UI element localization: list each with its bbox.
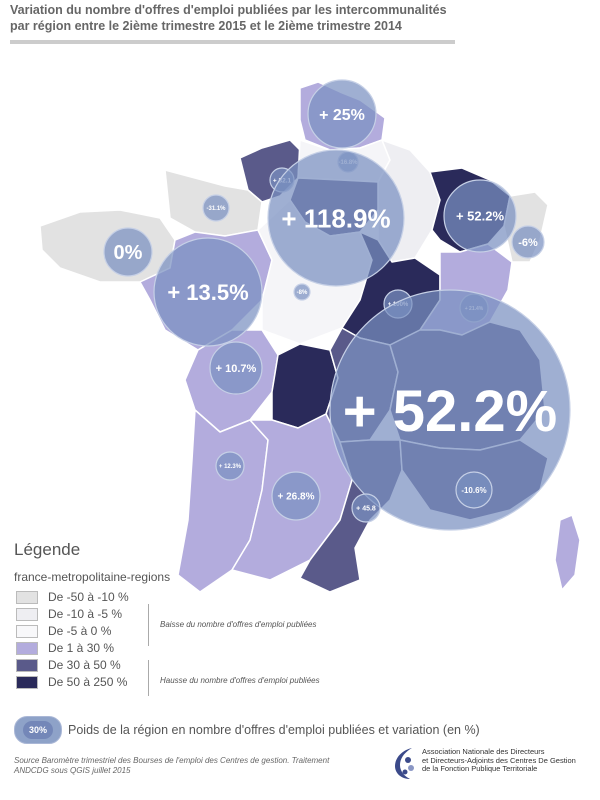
legend-class-3: De -5 à 0 %	[16, 624, 111, 638]
bubble-label-6: + 52.2%	[456, 209, 505, 224]
map-title-line-2: par région entre le 2ième trimestre 2015…	[10, 19, 402, 33]
legend-title: Légende	[14, 540, 81, 559]
legend-class-4: De 1 à 30 %	[16, 641, 114, 655]
bubble-label-1: + 25%	[319, 107, 365, 124]
legend-note-decrease: Baisse du nombre d'offres d'emploi publi…	[160, 620, 317, 629]
andcdg-logo: Association Nationale des Directeurs et …	[392, 744, 592, 784]
bubble-13	[209, 341, 263, 395]
bubble-label-8: 0%	[114, 242, 143, 264]
source-note: Source Baromètre trimestriel des Bourses…	[14, 756, 344, 776]
legend-label-2: De -10 à -5 %	[48, 607, 123, 621]
bubble-5	[267, 149, 405, 287]
legend-swatch-5	[16, 658, 38, 672]
bubble-label-18: -10.6%	[461, 486, 486, 495]
bubble-legend-caption: Poids de la région en nombre d'offres d'…	[68, 723, 480, 737]
legend-swatch-1	[16, 590, 38, 604]
legend-swatch-6	[16, 675, 38, 689]
legend-swatch-2	[16, 607, 38, 621]
legend-label-6: De 50 à 250 %	[48, 675, 128, 689]
legend-layer-name: france-metropolitaine-regions	[14, 570, 171, 584]
bubble-label-14: + 52.2%	[343, 379, 557, 444]
bubble-label-13: + 10.7%	[216, 363, 257, 375]
legend-swatch-4	[16, 641, 38, 655]
bubble-9	[153, 237, 263, 347]
bubble-label-17: + 45.8	[356, 506, 376, 513]
legend-bracket-decrease	[148, 604, 149, 646]
legend-label-5: De 30 à 50 %	[48, 658, 121, 672]
map-title-line-1: Variation du nombre d'offres d'emploi pu…	[10, 3, 447, 17]
bubble-8	[103, 227, 153, 277]
bubble-7	[511, 225, 545, 259]
legend-bracket-increase	[148, 660, 149, 696]
andcdg-logo-mark	[395, 748, 414, 779]
source-line-1: Source Baromètre trimestriel des Bourses…	[14, 756, 330, 765]
bubble-label-15: + 12.3%	[219, 464, 242, 470]
legend-note-increase: Hausse du nombre d'offres d'emploi publi…	[160, 676, 320, 685]
bubble-layer: + 25%-16.8%+ 32.1-31.1%+ 118.9%+ 52.2%-6…	[103, 79, 571, 531]
bubble-label-4: -31.1%	[206, 206, 226, 212]
bubble-legend: 30% Poids de la région en nombre d'offre…	[14, 716, 480, 744]
bubble-legend-sample: 30%	[23, 721, 53, 739]
bubble-label-9: + 13.5%	[167, 280, 248, 305]
legend-class-1: De -50 à -10 %	[16, 590, 129, 604]
bubble-10	[293, 283, 311, 301]
title-underline	[10, 40, 455, 44]
legend-class-6: De 50 à 250 %	[16, 675, 127, 689]
bubble-17	[351, 493, 381, 523]
logo-line-3: de la Fonction Publique Territoriale	[422, 764, 538, 773]
legend-label-3: De -5 à 0 %	[48, 624, 112, 638]
region-corse	[554, 514, 581, 591]
bubble-label-7: -6%	[518, 237, 538, 249]
legend-label-4: De 1 à 30 %	[48, 641, 115, 655]
bubble-18	[455, 471, 493, 509]
legend-class-2: De -10 à -5 %	[16, 607, 122, 621]
bubble-14	[329, 289, 571, 531]
bubble-4	[202, 194, 230, 222]
bubble-label-10: -8%	[297, 290, 308, 296]
legend-class-5: De 30 à 50 %	[16, 658, 121, 672]
bubble-1	[307, 79, 377, 149]
bubble-legend-symbol: 30%	[14, 716, 62, 744]
bubble-16	[271, 471, 321, 521]
logo-line-2: et Directeurs-Adjoints des Centres De Ge…	[422, 755, 576, 765]
logo-line-1: Association Nationale des Directeurs	[422, 747, 545, 756]
legend-swatch-3	[16, 624, 38, 638]
source-line-2: ANDCDG sous QGIS juillet 2015	[14, 766, 131, 775]
map-title: Variation du nombre d'offres d'emploi pu…	[10, 2, 460, 34]
legend-label-1: De -50 à -10 %	[48, 590, 129, 604]
bubble-label-16: + 26.8%	[278, 492, 315, 503]
bubble-6	[443, 179, 517, 253]
bubble-15	[215, 451, 245, 481]
bubble-label-5: + 118.9%	[281, 203, 390, 233]
andcdg-logo-text: Association Nationale des Directeurs et …	[422, 747, 576, 774]
